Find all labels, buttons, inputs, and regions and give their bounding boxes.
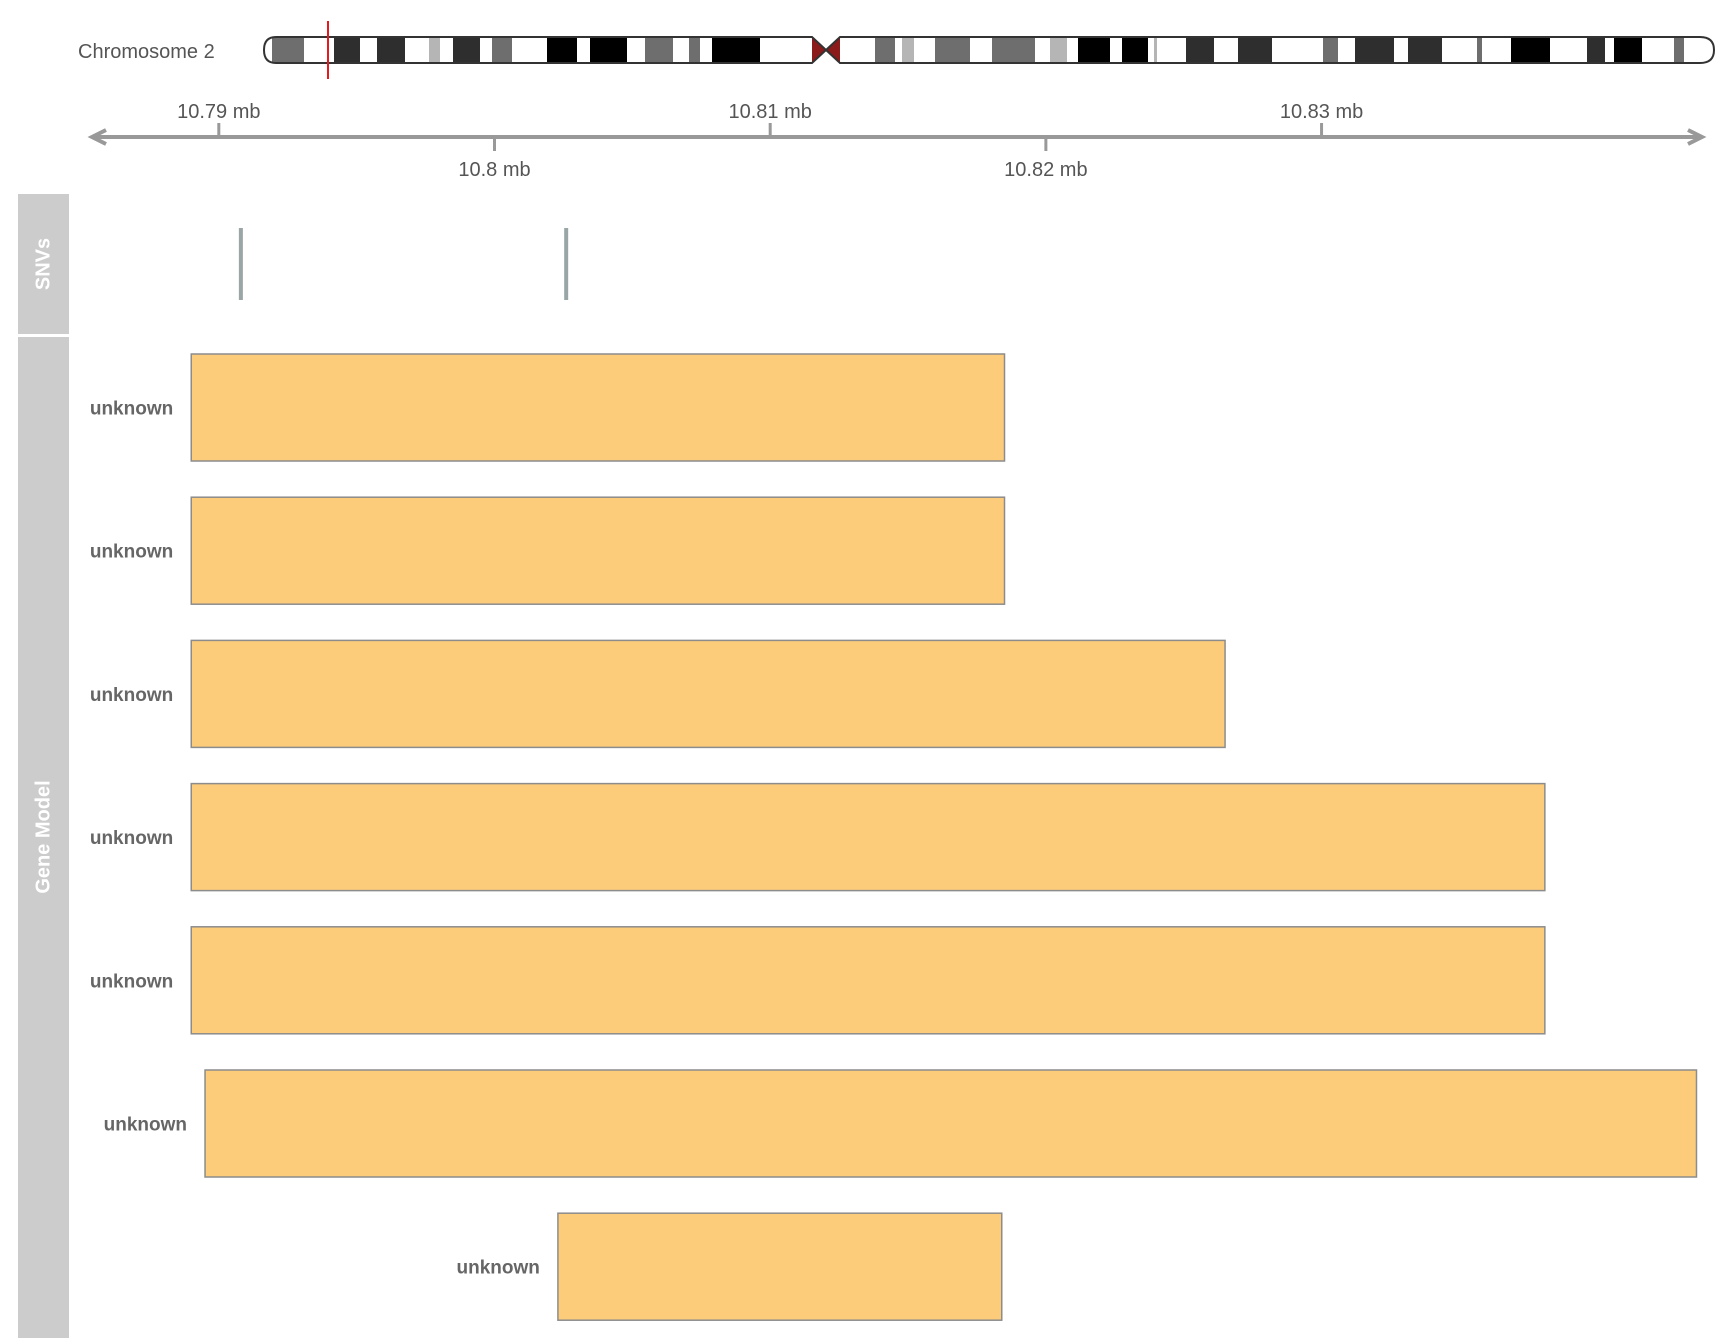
gene-feature-label: unknown — [90, 685, 173, 706]
gene-model-title-panel — [18, 337, 69, 1338]
ideogram-bands — [272, 38, 1684, 62]
gene-feature-bar — [190, 782, 1546, 892]
ideogram-band — [590, 38, 627, 62]
ideogram-band — [1050, 38, 1067, 62]
ideogram-band — [1355, 38, 1394, 62]
gene-model-track: Gene Model unknownunknownunknownunknownu… — [18, 337, 1698, 1338]
axis-tick-label: 10.83 mb — [1280, 101, 1363, 123]
ideogram-band — [902, 38, 914, 62]
snv-track: SNVs — [18, 194, 569, 334]
ideogram-centromere-left — [812, 38, 826, 62]
ideogram-band — [1511, 38, 1550, 62]
ideogram-band — [492, 38, 512, 62]
genome-axis: 10.79 mb 10.8 mb 10.81 mb 10.82 mb 10.83 mb — [87, 101, 1707, 181]
ideogram-band — [547, 38, 577, 62]
axis-ticks: 10.79 mb 10.8 mb 10.81 mb 10.82 mb 10.83 mb — [177, 101, 1363, 181]
gene-feature-label: unknown — [90, 828, 173, 849]
chromosome-ideogram: Chromosome 2 — [78, 21, 1716, 79]
gene-feature-bar — [557, 1212, 1003, 1321]
gene-feature-bar — [190, 639, 1226, 749]
ideogram-band — [1122, 38, 1148, 62]
axis-tick-label: 10.81 mb — [728, 101, 811, 123]
ideogram-band — [1587, 38, 1605, 62]
axis-arrow-left — [87, 128, 107, 146]
gene-feature-bar — [190, 496, 1006, 605]
ideogram-band — [689, 38, 700, 62]
ideogram-band — [1477, 38, 1482, 62]
gene-feature-label: unknown — [457, 1258, 540, 1279]
gene-features: unknown unknown unknown unknown unknown unkno… — [90, 353, 1698, 1321]
ideogram-band — [1674, 38, 1684, 62]
ideogram-band — [1238, 38, 1272, 62]
gene-feature-label: unknown — [90, 542, 173, 563]
ideogram-band — [1408, 38, 1442, 62]
axis-tick-label: 10.79 mb — [177, 101, 260, 123]
ideogram-band — [1323, 38, 1338, 62]
axis-tick-label: 10.8 mb — [458, 159, 530, 181]
axis-arrow-right — [1687, 128, 1707, 146]
ideogram-band — [429, 38, 440, 62]
ideogram-band — [1078, 38, 1110, 62]
snv-track-title: SNVs — [32, 238, 54, 290]
gene-feature-bar — [204, 1069, 1698, 1178]
gene-feature-label: unknown — [90, 399, 173, 420]
ideogram-band — [875, 38, 895, 62]
ideogram-band — [453, 38, 480, 62]
snv-marks — [238, 228, 569, 300]
gene-feature-label: unknown — [104, 1115, 187, 1136]
gene-feature-bar — [190, 926, 1546, 1035]
ideogram-band — [334, 38, 360, 62]
ideogram-band — [1614, 38, 1642, 62]
ideogram-band — [1186, 38, 1214, 62]
axis-tick-label: 10.82 mb — [1004, 159, 1087, 181]
ideogram-band — [272, 38, 304, 62]
ideogram-band — [712, 38, 760, 62]
gene-feature-bar — [190, 353, 1006, 462]
ideogram-band — [377, 38, 405, 62]
ideogram-band — [645, 38, 673, 62]
ideogram-outline — [262, 36, 1716, 64]
chromosome-label: Chromosome 2 — [78, 41, 215, 63]
gene-feature-label: unknown — [90, 971, 173, 992]
ideogram-band — [935, 38, 970, 62]
ideogram-centromere-right — [826, 38, 840, 62]
gene-model-track-title: Gene Model — [32, 780, 54, 893]
ideogram-band — [992, 38, 1035, 62]
ideogram-band — [1154, 38, 1157, 62]
snv-track-title-panel — [18, 194, 69, 334]
